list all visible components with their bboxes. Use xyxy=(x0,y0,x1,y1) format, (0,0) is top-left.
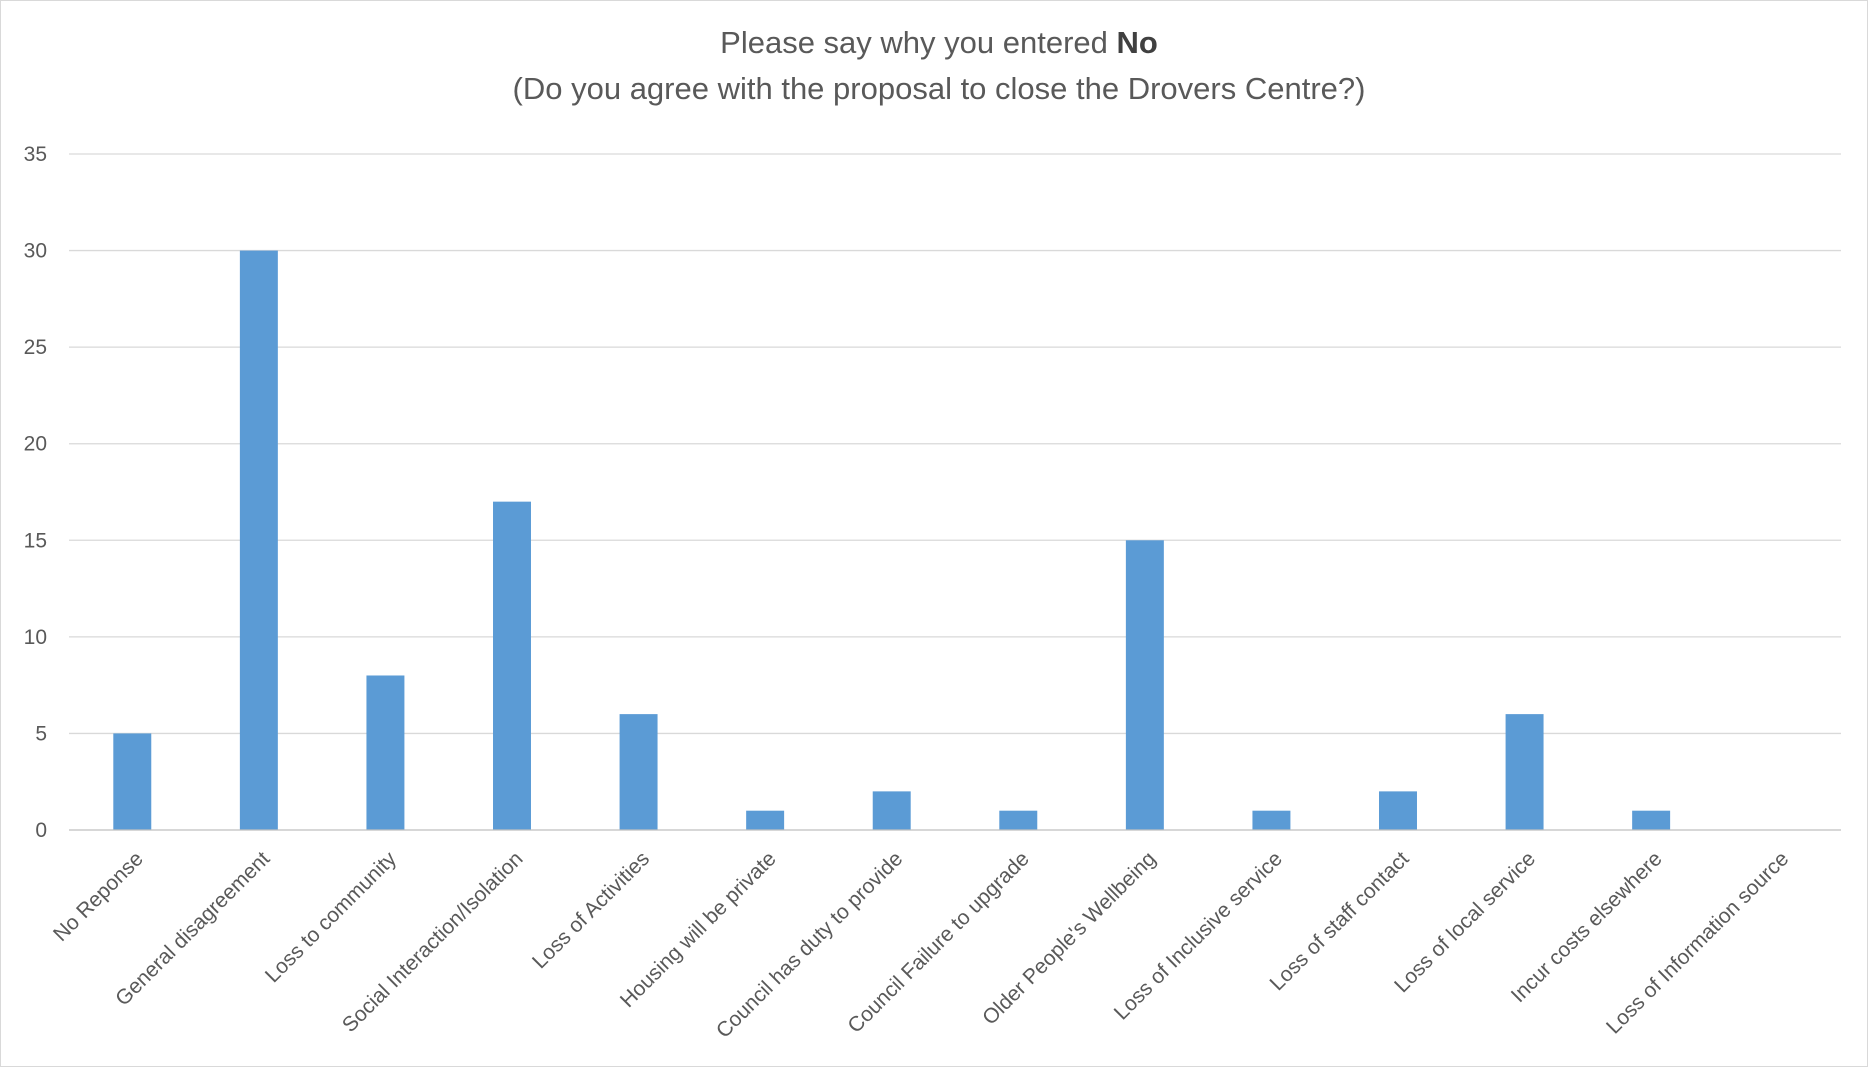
chart-title-prefix: Please say why you entered xyxy=(720,25,1116,60)
bar xyxy=(113,733,152,830)
bar xyxy=(1505,714,1544,830)
chart-title-line-2: (Do you agree with the proposal to close… xyxy=(513,71,1366,106)
y-tick-label: 15 xyxy=(24,529,47,552)
bar xyxy=(1379,791,1417,830)
x-category-label: No Reponse xyxy=(49,847,148,946)
y-tick-label: 20 xyxy=(24,433,47,456)
x-category-label: Loss of local service xyxy=(1390,847,1540,997)
chart-title-line-1: Please say why you entered No xyxy=(720,25,1158,60)
bar xyxy=(493,501,531,830)
bar xyxy=(239,250,278,831)
y-tick-label: 10 xyxy=(24,626,47,649)
y-tick-label: 30 xyxy=(24,240,47,263)
bar xyxy=(999,810,1038,830)
bar xyxy=(366,675,405,830)
y-tick-label: 0 xyxy=(35,819,47,842)
y-axis-tick-labels: 0 5 10 15 20 25 30 35 xyxy=(24,143,47,842)
x-category-label: Loss to community xyxy=(261,847,401,987)
gridlines xyxy=(69,153,1841,735)
bar xyxy=(619,714,658,830)
x-category-label: Loss of staff contact xyxy=(1265,847,1413,995)
bar xyxy=(746,810,785,830)
y-tick-label: 5 xyxy=(35,722,47,745)
y-tick-label: 35 xyxy=(24,143,47,166)
bars xyxy=(113,250,1671,831)
bar xyxy=(1252,810,1291,830)
y-tick-label: 25 xyxy=(24,336,47,359)
chart-title-emphasis: No xyxy=(1117,25,1158,60)
bar xyxy=(1632,810,1671,830)
x-category-label: Loss of Activities xyxy=(528,847,654,973)
bar xyxy=(872,791,911,830)
bar xyxy=(1125,540,1164,830)
